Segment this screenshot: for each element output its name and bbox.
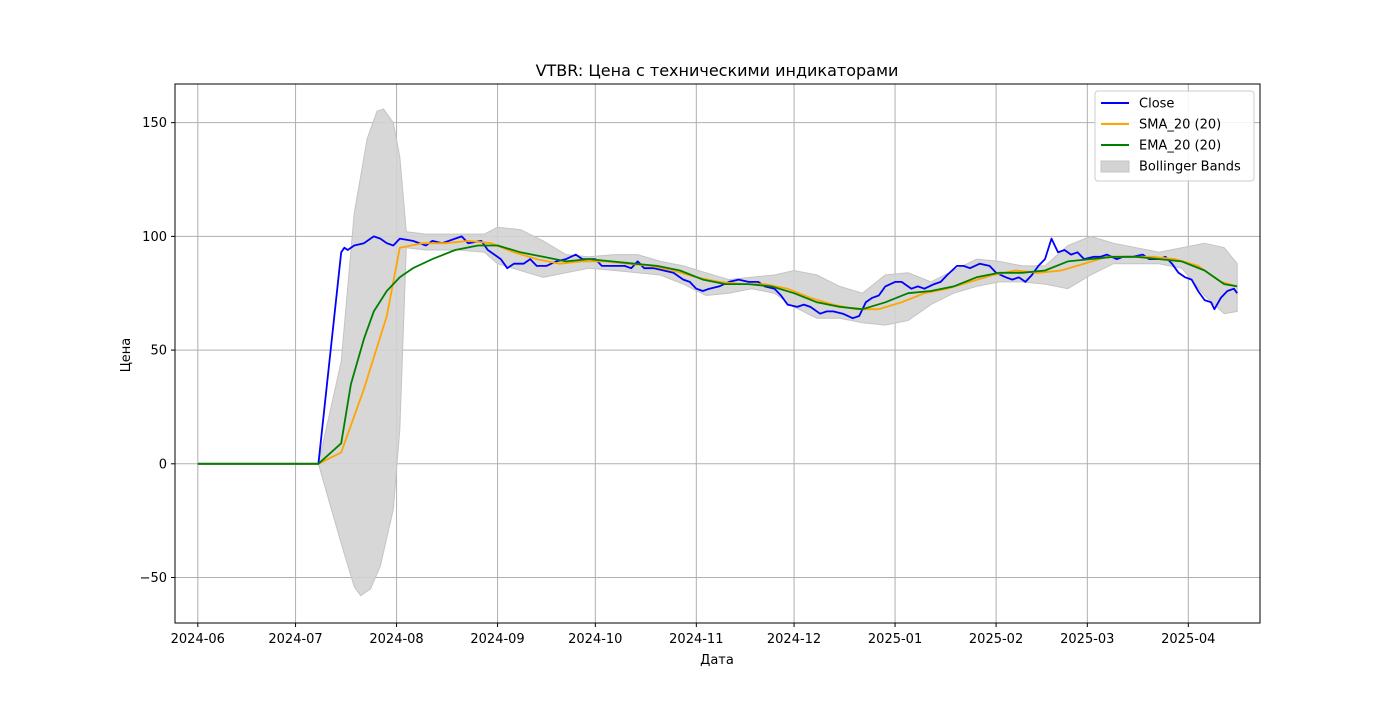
bollinger-band-area (317, 108, 1238, 597)
legend-label: Close (1139, 97, 1174, 112)
plot-area-frame (174, 83, 1261, 624)
x-tick-label: 2025-01 (868, 632, 922, 647)
x-tick-label: 2025-03 (1060, 632, 1114, 647)
legend-label: EMA_20 (20) (1139, 139, 1221, 154)
y-tick-label: 150 (142, 116, 167, 131)
x-tick-label: 2024-06 (171, 632, 225, 647)
y-axis-label: Цена (119, 338, 134, 373)
x-tick-label: 2025-04 (1161, 632, 1215, 647)
series-line-ema-20 (197, 244, 1238, 465)
x-tick-label: 2025-02 (969, 632, 1023, 647)
legend-box (1094, 90, 1255, 182)
x-tick-label: 2024-09 (470, 632, 524, 647)
bollinger-band (317, 108, 1238, 597)
x-tick-label: 2024-10 (568, 632, 622, 647)
y-tick-label: 100 (142, 230, 167, 245)
legend: Close SMA_20 (20) EMA_20 (20) Bollinger Ban… (1094, 90, 1255, 182)
series-lines (197, 235, 1238, 465)
legend-swatch (1100, 160, 1130, 173)
x-axis-ticks: 2024-06 2024-07 2024-08 2024-09 2024-10 2024-… (171, 623, 1215, 647)
series-line-close (197, 235, 1238, 465)
chart-title: VTBR: Цена с техническими индикаторами (536, 61, 899, 80)
y-tick-label: 0 (159, 457, 167, 472)
legend-label: Bollinger Bands (1139, 160, 1241, 175)
y-axis-ticks: −50 0 50 100 150 (140, 116, 175, 586)
x-tick-label: 2024-07 (268, 632, 322, 647)
y-tick-label: −50 (140, 571, 167, 586)
x-tick-label: 2024-11 (669, 632, 723, 647)
legend-label: SMA_20 (20) (1139, 118, 1221, 133)
x-tick-label: 2024-12 (767, 632, 821, 647)
series-line-sma-20 (197, 239, 1238, 465)
x-tick-label: 2024-08 (369, 632, 423, 647)
x-axis-label: Дата (700, 653, 734, 668)
y-tick-label: 50 (150, 344, 167, 359)
